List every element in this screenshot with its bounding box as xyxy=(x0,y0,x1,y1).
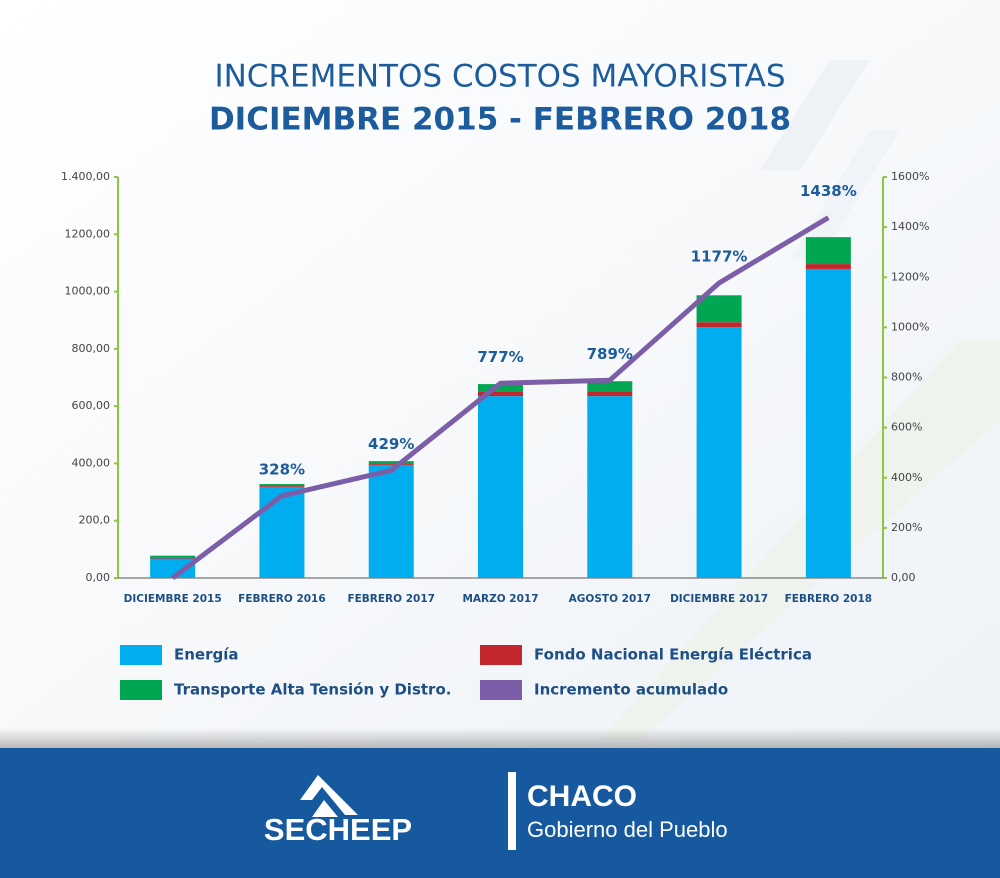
legend-swatch xyxy=(120,645,162,665)
y-tick-label: 400,00 xyxy=(72,456,111,469)
legend-label: Incremento acumulado xyxy=(534,681,728,699)
bar-segment xyxy=(478,391,523,397)
bar-segment xyxy=(259,486,305,578)
x-tick-label: FEBRERO 2017 xyxy=(347,593,435,605)
bar-segment xyxy=(696,295,742,323)
bar-segment xyxy=(150,558,196,578)
bar-segment xyxy=(259,484,305,487)
bar-segment xyxy=(587,396,633,578)
bar-segment xyxy=(478,396,523,578)
x-tick-label: FEBRERO 2016 xyxy=(238,593,326,605)
y-tick-label: 1.400,00 xyxy=(61,170,110,183)
x-tick-label: AGOSTO 2017 xyxy=(569,593,651,605)
y-tick-label: 1000,00 xyxy=(65,285,111,298)
y2-tick-label: 1400% xyxy=(891,220,929,233)
bar-segment xyxy=(696,322,742,328)
y2-tick-label: 1200% xyxy=(891,270,929,283)
x-tick-label: FEBRERO 2018 xyxy=(785,593,873,605)
logo-icon xyxy=(300,775,358,815)
data-label: 1177% xyxy=(691,248,748,266)
bar-segment xyxy=(259,486,305,487)
chart-subtitle: DICIEMBRE 2015 - FEBRERO 2018 xyxy=(209,102,791,138)
brand: SECHEEP xyxy=(264,812,412,847)
y-tick-label: 0,00 xyxy=(86,571,111,584)
bar-segment xyxy=(587,391,633,397)
y-tick-label: 800,00 xyxy=(72,342,111,355)
y-tick-label: 200,0 xyxy=(79,514,111,527)
chart-title: INCREMENTOS COSTOS MAYORISTAS xyxy=(214,59,785,95)
bar-segment xyxy=(368,461,414,465)
bar-segment xyxy=(805,268,851,578)
deco-stripe xyxy=(760,60,870,170)
line-series xyxy=(171,215,830,580)
bar-segment xyxy=(696,327,742,578)
x-tick-label: DICIEMBRE 2015 xyxy=(124,593,222,605)
legend-swatch xyxy=(480,645,522,665)
bar-segment xyxy=(150,557,196,559)
deco-stripe xyxy=(600,340,1000,740)
y2-tick-label: 400% xyxy=(891,471,922,484)
legend-label: Transporte Alta Tensión y Distro. xyxy=(174,681,451,699)
legend-swatch xyxy=(120,680,162,700)
y2-tick-label: 800% xyxy=(891,371,922,384)
chaco-logo: CHACO Gobierno del Pueblo xyxy=(508,772,728,850)
slogan: Gobierno del Pueblo xyxy=(527,817,728,842)
y-tick-label: 600,00 xyxy=(72,399,111,412)
y2-tick-label: 1600% xyxy=(891,170,929,183)
data-label: 777% xyxy=(477,348,523,366)
logo-bar xyxy=(508,772,516,850)
shadow xyxy=(0,728,1000,748)
bar-segment xyxy=(368,464,414,578)
y2-tick-label: 0,00 xyxy=(891,571,916,584)
secheep-logo: SECHEEP xyxy=(264,775,412,847)
data-label: 789% xyxy=(587,345,633,363)
bar-segment xyxy=(805,237,851,265)
footer-bar xyxy=(0,748,1000,878)
y2-tick-label: 200% xyxy=(891,521,922,534)
bar-segment xyxy=(587,381,633,392)
data-label: 1438% xyxy=(800,182,857,200)
bar-segment xyxy=(368,464,414,465)
data-label: 328% xyxy=(259,460,305,478)
y-tick-label: 1200,00 xyxy=(65,227,111,240)
y2-tick-label: 600% xyxy=(891,421,922,434)
logo-icon xyxy=(312,800,338,817)
legend-label: Fondo Nacional Energía Eléctrica xyxy=(534,646,812,664)
legend-swatch xyxy=(480,680,522,700)
bar-segment xyxy=(150,555,196,558)
legend-label: Energía xyxy=(174,646,239,664)
x-tick-label: MARZO 2017 xyxy=(462,593,538,605)
province: CHACO xyxy=(527,780,637,813)
data-label: 429% xyxy=(368,435,414,453)
bar-segment xyxy=(478,384,523,392)
x-tick-label: DICIEMBRE 2017 xyxy=(670,593,768,605)
deco-stripe xyxy=(790,130,900,260)
y2-tick-label: 1000% xyxy=(891,320,929,333)
bar-segment xyxy=(805,264,851,269)
